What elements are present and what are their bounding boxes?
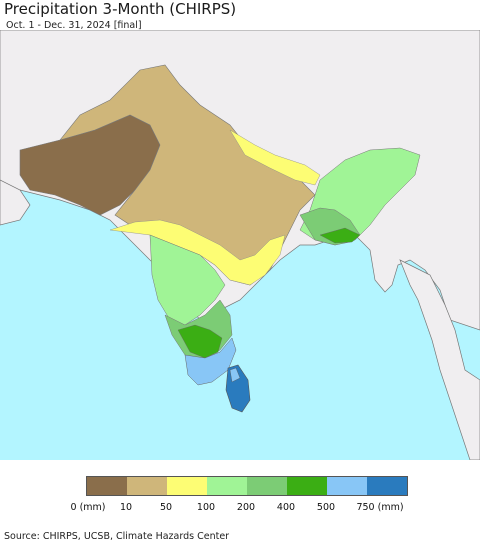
legend-swatch <box>87 477 127 495</box>
legend-swatch <box>207 477 247 495</box>
legend-swatch <box>247 477 287 495</box>
legend-color-bar <box>86 476 408 496</box>
legend-label: 500 <box>316 502 336 513</box>
legend-swatch <box>327 477 367 495</box>
map-svg <box>0 30 480 460</box>
legend-labels: 0 (mm) 10 50 100 200 400 500 750 (mm) <box>0 502 480 516</box>
region-lightgreen-west <box>149 234 226 326</box>
source-credit: Source: CHIRPS, UCSB, Climate Hazards Ce… <box>4 531 230 542</box>
region-tan <box>59 64 316 286</box>
legend-label: 0 (mm) <box>70 502 106 513</box>
legend-label: 10 <box>119 502 133 513</box>
region-darkgreen-coast <box>319 227 361 244</box>
legend-swatch <box>167 477 207 495</box>
region-yellow-north <box>229 129 321 186</box>
legend-label: 50 <box>159 502 173 513</box>
region-srilanka-tip <box>229 367 241 383</box>
legend-swatch <box>367 477 407 495</box>
legend-label: 200 <box>236 502 256 513</box>
precipitation-map <box>0 30 480 460</box>
land-southeast-asia <box>399 259 480 460</box>
region-lightblue-south <box>184 337 237 386</box>
legend-label: 100 <box>196 502 216 513</box>
legend-label: 400 <box>276 502 296 513</box>
map-subtitle: Oct. 1 - Dec. 31, 2024 [final] <box>6 20 142 31</box>
legend-label: 750 (mm) <box>356 502 404 513</box>
legend-swatch <box>287 477 327 495</box>
legend-swatch <box>127 477 167 495</box>
map-title: Precipitation 3-Month (CHIRPS) <box>4 0 237 18</box>
region-darkgreen-south <box>177 324 223 359</box>
land-west <box>0 179 31 226</box>
